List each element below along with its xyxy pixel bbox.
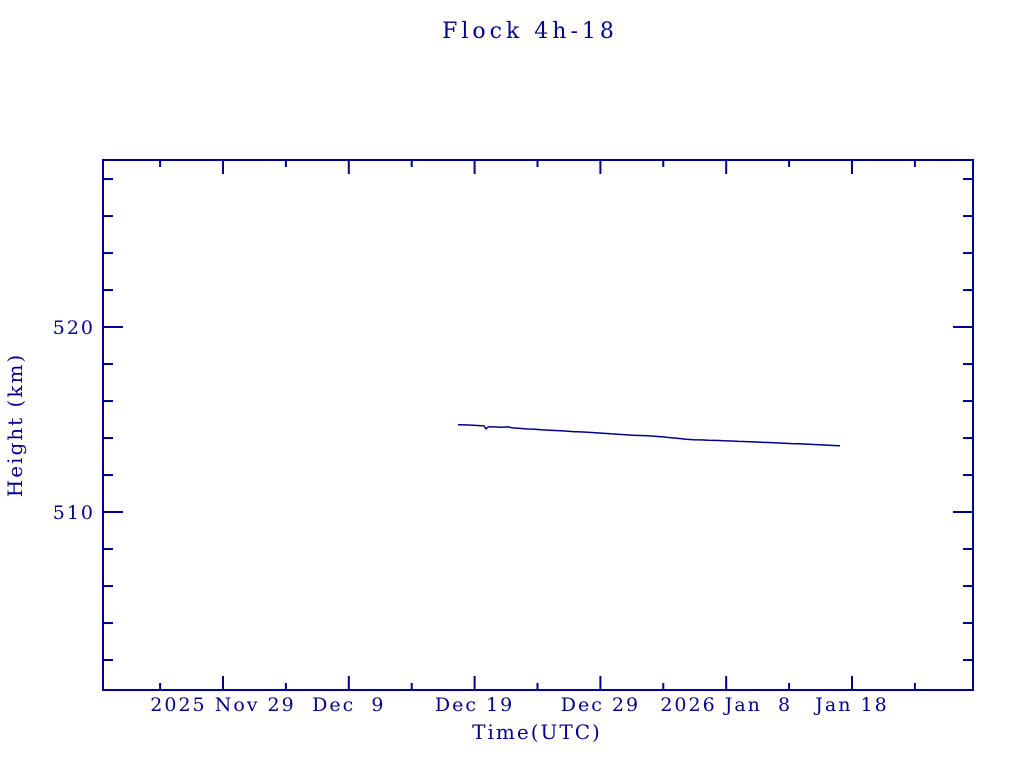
x-tick-label: 2025 Nov 29 xyxy=(150,694,295,716)
y-tick-label: 520 xyxy=(53,317,95,339)
axis-tick-labels: 2025 Nov 29 Dec 9 Dec 19 Dec 29 2026 Jan 8 Ja… xyxy=(53,317,888,716)
x-tick-label: Dec 9 xyxy=(312,694,385,716)
axis-ticks xyxy=(103,160,973,690)
x-tick-label: 2026 Jan 8 xyxy=(660,694,792,716)
y-axis-title: Height (km) xyxy=(3,353,27,497)
x-tick-label: Dec 29 xyxy=(561,694,640,716)
chart-title: Flock 4h-18 xyxy=(442,19,618,44)
plot-area-border xyxy=(102,159,974,691)
x-axis-title: Time(UTC) xyxy=(472,720,602,744)
x-tick-label: Jan 18 xyxy=(813,694,888,716)
height-series-line xyxy=(457,423,841,447)
y-tick-label: 510 xyxy=(53,502,95,524)
x-tick-label: Dec 19 xyxy=(435,694,514,716)
